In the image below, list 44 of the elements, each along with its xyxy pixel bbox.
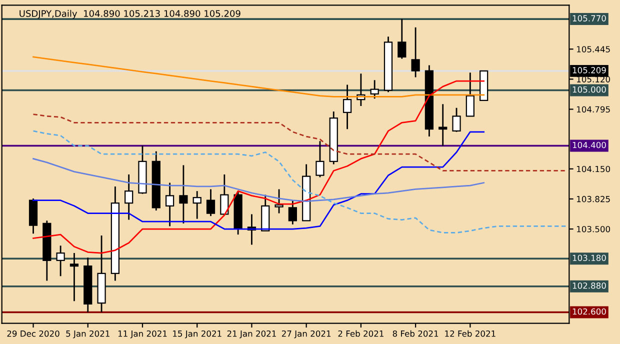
candlestick xyxy=(342,84,352,130)
candlestick xyxy=(165,182,174,227)
y-tick-label: 105.445 xyxy=(577,46,610,52)
x-tick-label: 2 Feb 2021 xyxy=(338,330,384,337)
candlestick xyxy=(398,18,406,60)
x-tick-label: 21 Jan 2021 xyxy=(227,330,276,338)
text: USDJPY,Daily 104.890 105.213 104.890 105.209 xyxy=(20,10,240,19)
x-tick-label: 29 Dec 2020 xyxy=(7,330,60,337)
ref-line-label: 105.209 xyxy=(572,67,606,74)
candlestick xyxy=(438,103,448,146)
line-series xyxy=(32,80,485,254)
candlestick xyxy=(192,190,202,220)
y-tick-label: 103.500 xyxy=(577,226,610,232)
candlestick xyxy=(206,188,216,217)
candlestick xyxy=(179,164,188,224)
y-tick-label: 104.795 xyxy=(577,106,610,113)
ref-line-label: 102.880 xyxy=(572,282,606,289)
candlestick xyxy=(70,252,79,302)
line-series xyxy=(32,130,566,234)
x-tick-label: 27 Jan 2021 xyxy=(282,330,331,338)
candlestick xyxy=(288,200,297,226)
candlestick xyxy=(411,26,420,78)
candlestick xyxy=(124,174,134,220)
ref-line-label: 105.000 xyxy=(572,86,606,93)
candlestick xyxy=(316,140,324,178)
x-tick-label: 8 Feb 2021 xyxy=(392,330,438,337)
x-tick-label: 5 Jan 2021 xyxy=(66,330,110,338)
y-tick-label: 103.825 xyxy=(577,196,610,202)
candlestick xyxy=(220,174,229,216)
y-tick-label: 104.150 xyxy=(577,166,610,172)
line-series xyxy=(32,158,485,202)
x-tick-label: 12 Feb 2021 xyxy=(445,330,496,337)
ref-line-label: 104.400 xyxy=(572,142,606,148)
x-tick-label: 11 Jan 2021 xyxy=(118,330,167,338)
candlestick xyxy=(274,188,284,214)
ref-line-label: 105.770 xyxy=(572,15,606,22)
line-series xyxy=(32,114,566,172)
candlestick xyxy=(452,107,461,133)
ref-line-label: 103.180 xyxy=(572,254,606,262)
candlestick xyxy=(56,244,65,277)
candlestick xyxy=(466,72,474,117)
candlestick xyxy=(370,79,379,100)
x-tick-label: 15 Jan 2021 xyxy=(173,330,222,338)
ref-line-label: 102.600 xyxy=(572,308,606,315)
